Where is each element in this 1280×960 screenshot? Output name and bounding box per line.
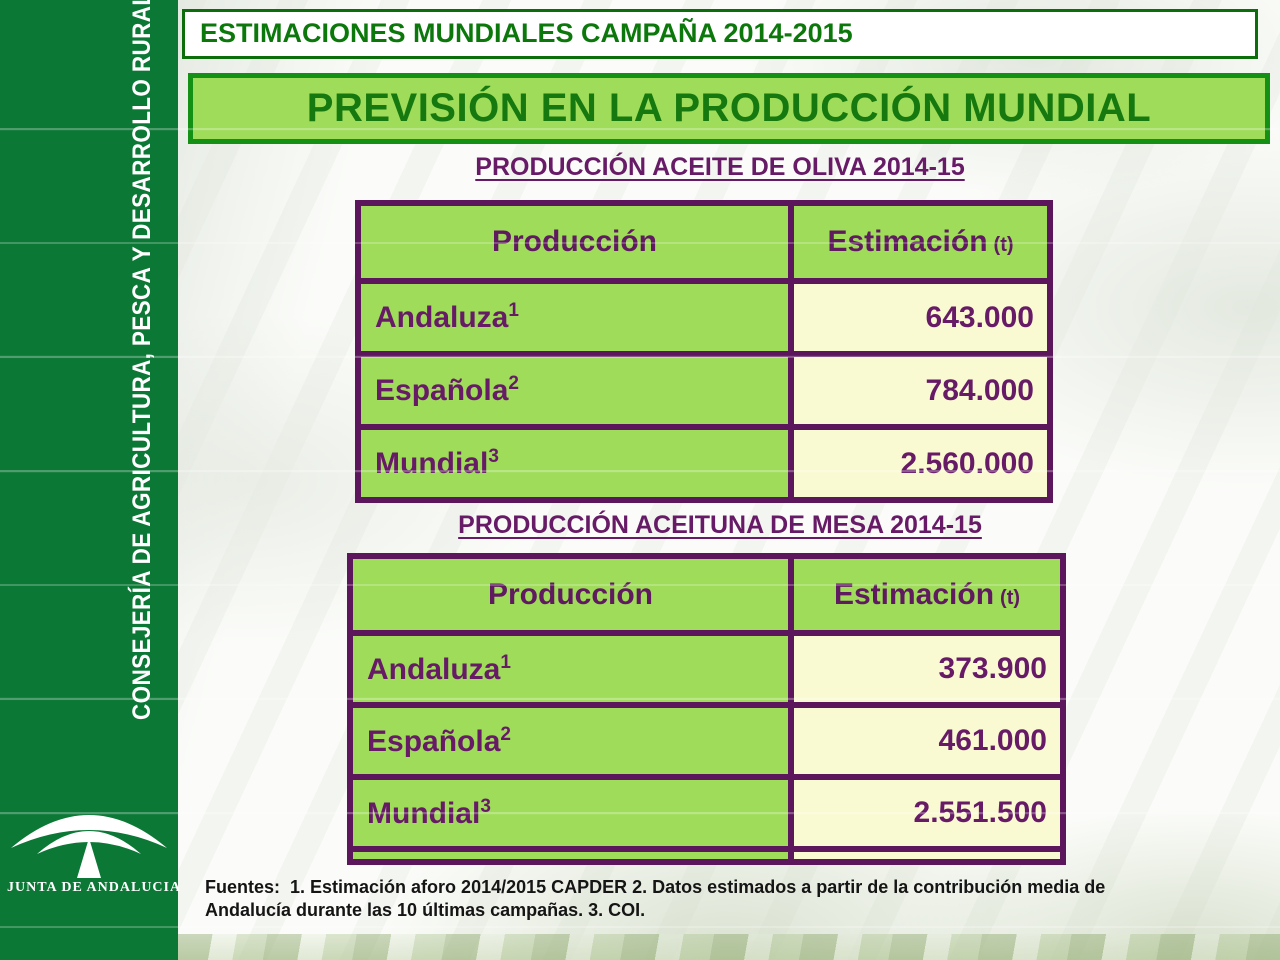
banner: ESTIMACIONES MUNDIALES CAMPAÑA 2014-2015 [182, 9, 1258, 59]
production-cell: Española2 [347, 702, 794, 780]
sources-footnote: Fuentes: 1. Estimación aforo 2014/2015 C… [205, 876, 1165, 922]
sources-footnote-line1: Fuentes: 1. Estimación aforo 2014/2015 C… [205, 877, 1106, 897]
production-cell: Andaluza1 [347, 630, 794, 708]
estimation-cell: 373.900 [788, 630, 1066, 708]
footnote-ref: 2 [508, 373, 519, 394]
row-label: Mundial [375, 447, 489, 480]
table-olives-table: Producción Estimación (t) Andaluza1 373.9… [347, 553, 1066, 865]
table-row-espanola: Española2 461.000 [347, 702, 1066, 780]
production-cell: Andaluza1 [355, 278, 794, 357]
table-row-mundial: Mundial3 2.560.000 [355, 424, 1053, 503]
junta-arcs-icon [11, 815, 167, 878]
spacer-cell [788, 846, 1066, 865]
section-heading-table-olives: PRODUCCIÓN ACEITUNA DE MESA 2014-15 [458, 511, 982, 539]
table-row-mundial: Mundial3 2.551.500 [347, 774, 1066, 852]
table-row-andaluza: Andaluza1 373.900 [347, 630, 1066, 708]
banner-text: ESTIMACIONES MUNDIALES CAMPAÑA 2014-2015 [200, 18, 853, 48]
col-header-estimacion: Estimación (t) [788, 200, 1053, 284]
table-header-row: Producción Estimación (t) [355, 200, 1053, 284]
col-header-estimacion-text: Estimación [833, 577, 995, 611]
row-label: Andaluza [375, 301, 509, 334]
footnote-ref: 3 [488, 446, 499, 467]
col-header-produccion: Producción [347, 553, 794, 636]
sidebar: CONSEJERÍA DE AGRICULTURA, PESCA Y DESAR… [0, 0, 182, 960]
col-header-estimacion: Estimación (t) [788, 553, 1066, 636]
col-header-unit: (t) [1000, 586, 1021, 609]
estimation-cell: 784.000 [788, 351, 1053, 430]
col-header-estimacion-text: Estimación [827, 225, 988, 258]
logo-caption: JUNTA DE ANDALUCIA [7, 880, 182, 895]
table-row-andaluza: Andaluza1 643.000 [355, 278, 1053, 357]
col-header-produccion-text: Producción [487, 577, 653, 611]
background-olive-leaves-bottom [178, 934, 1280, 960]
production-cell: Mundial3 [355, 424, 794, 503]
production-cell: Española2 [355, 351, 794, 430]
estimation-cell: 643.000 [788, 278, 1053, 357]
sidebar-department-label: CONSEJERÍA DE AGRICULTURA, PESCA Y DESAR… [128, 0, 156, 720]
footnote-ref: 1 [500, 651, 511, 673]
spacer-row [347, 846, 1066, 865]
page-title: PREVISIÓN EN LA PRODUCCIÓN MUNDIAL [188, 73, 1270, 144]
table-header-row: Producción Estimación (t) [347, 553, 1066, 636]
row-label: Española [367, 724, 501, 758]
col-header-unit: (t) [993, 234, 1014, 256]
row-label: Mundial [367, 796, 481, 830]
estimation-cell: 2.560.000 [788, 424, 1053, 503]
footnote-ref: 3 [480, 795, 491, 817]
page-title-text: PREVISIÓN EN LA PRODUCCIÓN MUNDIAL [306, 86, 1152, 130]
spacer-cell [347, 846, 794, 865]
footnote-ref: 1 [508, 300, 519, 321]
table-row-espanola: Española2 784.000 [355, 351, 1053, 430]
footnote-ref: 2 [500, 723, 511, 745]
estimation-cell: 2.551.500 [788, 774, 1066, 852]
row-label: Española [375, 374, 509, 407]
col-header-produccion-text: Producción [491, 225, 657, 258]
sources-footnote-line2: Andalucía durante las 10 últimas campaña… [205, 900, 646, 920]
junta-de-andalucia-logo: JUNTA DE ANDALUCIA [7, 782, 182, 896]
production-cell: Mundial3 [347, 774, 794, 852]
section-heading-olive-oil: PRODUCCIÓN ACEITE DE OLIVA 2014-15 [475, 153, 965, 181]
olive-oil-table: Producción Estimación (t) Andaluza1 643.0… [355, 200, 1053, 503]
col-header-produccion: Producción [355, 200, 794, 284]
row-label: Andaluza [367, 652, 501, 686]
estimation-cell: 461.000 [788, 702, 1066, 780]
